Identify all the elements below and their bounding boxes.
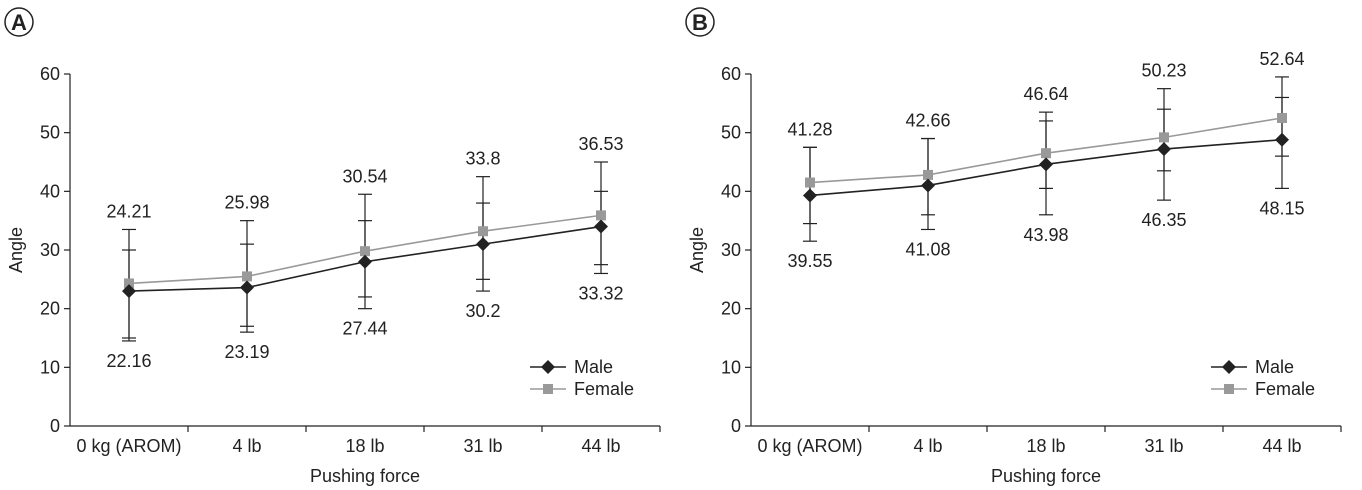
data-label-female: 50.23 <box>1141 61 1186 81</box>
data-label-female: 52.64 <box>1259 49 1304 69</box>
data-point-female <box>242 271 252 282</box>
data-label-male: 41.08 <box>905 239 950 259</box>
data-point-male <box>1275 132 1289 147</box>
data-point-female <box>923 169 933 180</box>
y-axis-title: Angle <box>687 227 707 273</box>
panel-letter: A <box>11 10 27 35</box>
x-tick-label: 31 lb <box>463 436 502 456</box>
x-tick-label: 4 lb <box>913 436 942 456</box>
data-label-male: 22.16 <box>106 351 151 371</box>
data-label-male: 48.15 <box>1259 198 1304 218</box>
data-label-female: 42.66 <box>905 111 950 131</box>
y-tick-label: 10 <box>721 357 741 377</box>
y-tick-label: 50 <box>721 123 741 143</box>
data-point-female <box>1159 132 1169 143</box>
y-axis-title: Angle <box>6 227 26 273</box>
x-tick-label: 31 lb <box>1144 436 1183 456</box>
data-label-female: 33.8 <box>465 149 500 169</box>
data-label-male: 30.2 <box>465 301 500 321</box>
panel-letter: B <box>692 10 708 35</box>
data-point-male <box>476 237 490 252</box>
legend-marker-male <box>1222 360 1236 374</box>
data-point-male <box>1039 157 1053 172</box>
legend-label-female: Female <box>1255 379 1315 399</box>
data-point-female <box>1041 148 1051 159</box>
data-point-female <box>478 226 488 237</box>
y-tick-label: 0 <box>731 416 741 436</box>
chart-panel-b: B 0 10 20 30 40 50 60 0 kg (AROM) 4 lb 18 lb 31 lb 4… <box>685 7 1342 486</box>
data-point-male <box>803 188 817 203</box>
data-label-female: 30.54 <box>342 166 387 186</box>
data-label-male: 33.32 <box>578 283 623 303</box>
data-point-female <box>360 246 370 257</box>
y-tick-label: 30 <box>40 240 60 260</box>
y-tick-label: 60 <box>721 64 741 84</box>
legend-marker-male <box>541 360 555 374</box>
chart-panel-a: A 0 10 20 30 40 50 60 0 kg (AROM) 4 lb 18 lb 31 lb 4… <box>4 7 661 486</box>
x-tick-label: 0 kg (AROM) <box>76 436 181 456</box>
y-tick-label: 20 <box>40 299 60 319</box>
x-axis-title: Pushing force <box>310 466 420 486</box>
x-tick-label: 18 lb <box>345 436 384 456</box>
data-point-male <box>594 219 608 234</box>
x-tick-label: 44 lb <box>581 436 620 456</box>
data-point-female <box>596 210 606 221</box>
data-label-female: 36.53 <box>578 134 623 154</box>
y-tick-label: 10 <box>40 357 60 377</box>
y-tick-label: 40 <box>721 181 741 201</box>
data-label-male: 39.55 <box>787 251 832 271</box>
data-label-male: 46.35 <box>1141 210 1186 230</box>
legend-marker-female <box>543 384 553 394</box>
data-point-male <box>358 254 372 269</box>
data-label-female: 41.28 <box>787 119 832 139</box>
y-tick-label: 60 <box>40 64 60 84</box>
x-axis-title: Pushing force <box>991 466 1101 486</box>
legend-label-male: Male <box>1255 357 1294 377</box>
data-point-male <box>122 284 136 299</box>
data-label-male: 43.98 <box>1023 225 1068 245</box>
y-tick-label: 20 <box>721 299 741 319</box>
data-label-male: 23.19 <box>224 342 269 362</box>
legend-label-female: Female <box>574 379 634 399</box>
data-label-female: 24.21 <box>106 201 151 221</box>
y-tick-label: 50 <box>40 123 60 143</box>
panel-letter-circle <box>685 7 715 37</box>
data-point-male <box>921 178 935 193</box>
x-tick-label: 44 lb <box>1262 436 1301 456</box>
data-label-female: 25.98 <box>224 193 269 213</box>
y-tick-label: 30 <box>721 240 741 260</box>
data-point-female <box>1277 113 1287 123</box>
data-point-male <box>240 280 254 295</box>
data-point-female <box>124 278 134 289</box>
data-label-male: 27.44 <box>342 319 387 339</box>
legend-label-male: Male <box>574 357 613 377</box>
y-tick-label: 0 <box>50 416 60 436</box>
x-tick-label: 4 lb <box>232 436 261 456</box>
data-label-female: 46.64 <box>1023 84 1068 104</box>
data-point-female <box>805 177 815 188</box>
y-tick-label: 40 <box>40 181 60 201</box>
data-point-male <box>1157 142 1171 157</box>
panel-letter-circle <box>4 7 34 37</box>
x-tick-label: 18 lb <box>1026 436 1065 456</box>
legend-marker-female <box>1224 384 1234 394</box>
x-tick-label: 0 kg (AROM) <box>757 436 862 456</box>
